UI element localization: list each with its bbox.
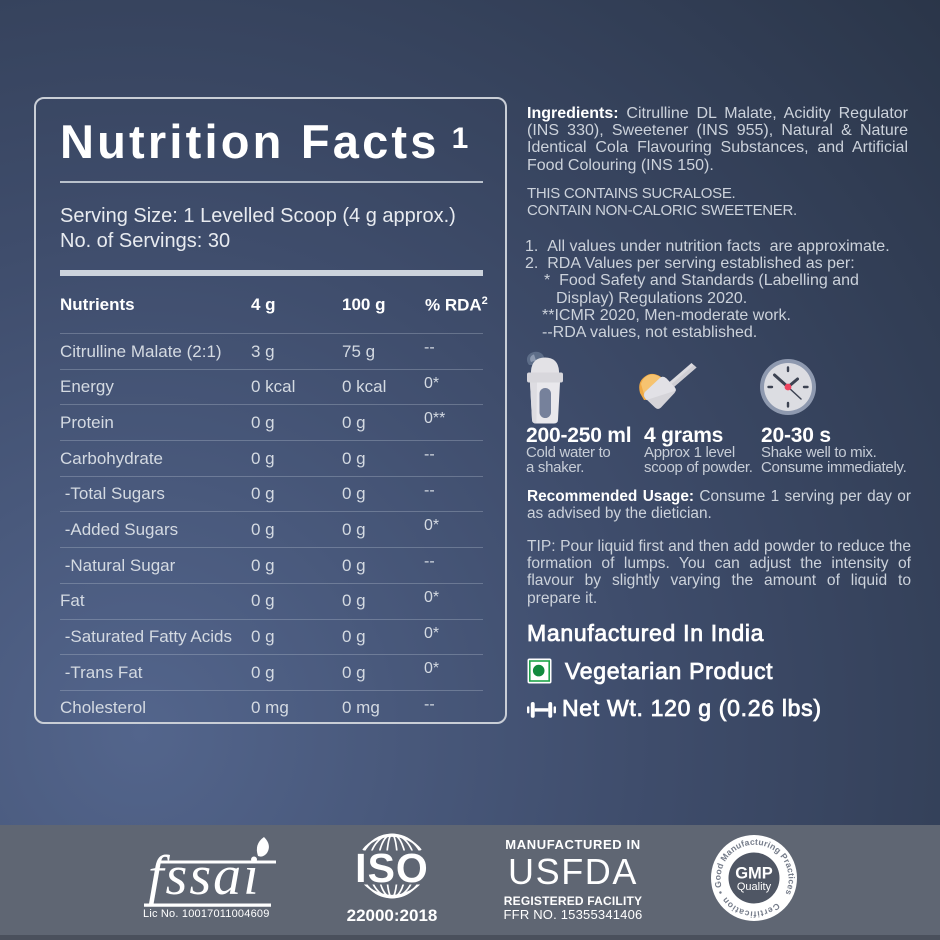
svg-text:GMP: GMP [735,865,773,883]
svg-text:ISO: ISO [355,845,429,891]
svg-text:22000:2018: 22000:2018 [347,906,438,925]
svg-text:Quality: Quality [737,881,772,893]
svg-text:fssai: fssai [148,845,261,907]
